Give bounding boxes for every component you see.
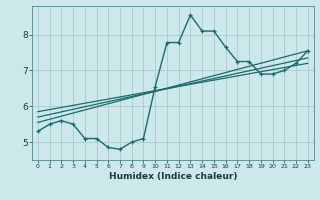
X-axis label: Humidex (Indice chaleur): Humidex (Indice chaleur) [108, 172, 237, 181]
